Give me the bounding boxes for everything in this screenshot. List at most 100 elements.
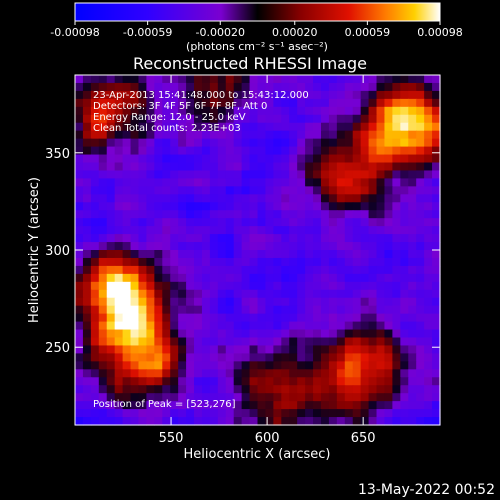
heatmap-cell [194, 202, 203, 211]
heatmap-cell [194, 313, 203, 323]
heatmap-cell [320, 98, 330, 108]
heatmap-cell [424, 75, 433, 84]
heatmap-cell [154, 281, 163, 291]
heatmap-cell [336, 130, 346, 140]
heatmap-cell [400, 194, 409, 203]
heatmap-cell [217, 257, 227, 267]
heatmap-cell [305, 226, 314, 235]
heatmap-cell [265, 385, 274, 394]
heatmap-cell [75, 122, 84, 132]
heatmap-cell [313, 265, 322, 275]
heatmap-cell [138, 385, 148, 394]
heatmap-cell [233, 122, 243, 132]
heatmap-cell [320, 242, 330, 251]
heatmap-cell [138, 130, 148, 140]
heatmap-cell [201, 345, 211, 355]
heatmap-cell [313, 337, 322, 347]
heatmap-cell [201, 98, 211, 108]
heatmap-cell [368, 369, 378, 378]
heatmap-cell [233, 154, 243, 164]
heatmap-cell [154, 289, 163, 299]
heatmap-cell [328, 202, 338, 211]
heatmap-cell [408, 82, 417, 92]
heatmap-cell [432, 329, 441, 339]
heatmap-cell [82, 170, 92, 180]
heatmap-cell [273, 297, 282, 307]
heatmap-cell [233, 162, 243, 172]
heatmap-cell [201, 202, 211, 211]
heatmap-cell [257, 170, 267, 180]
heatmap-cell [82, 146, 92, 156]
heatmap-cell [146, 257, 155, 267]
heatmap-cell [233, 289, 243, 299]
heatmap-cell [209, 178, 219, 187]
heatmap-cell [178, 114, 187, 124]
heatmap-cell [241, 114, 251, 124]
heatmap-cell [408, 210, 417, 219]
heatmap-cell [281, 385, 290, 394]
heatmap-cell [178, 154, 187, 164]
heatmap-cell [376, 130, 386, 140]
heatmap-cell [281, 194, 290, 203]
heatmap-cell [257, 401, 267, 410]
heatmap-cell [130, 273, 140, 283]
heatmap-cell [424, 329, 433, 339]
heatmap-cell [249, 297, 259, 307]
heatmap-cell [178, 90, 187, 100]
heatmap-cell [90, 265, 100, 275]
heatmap-cell [297, 273, 306, 283]
heatmap-cell [376, 417, 386, 426]
heatmap-cell [106, 345, 116, 355]
heatmap-cell [392, 186, 401, 195]
heatmap-cell [217, 98, 227, 108]
heatmap-cell [305, 162, 314, 172]
heatmap-cell [241, 250, 251, 259]
heatmap-cell [154, 194, 163, 203]
heatmap-cell [209, 417, 219, 426]
heatmap-cell [305, 75, 314, 84]
heatmap-cell [146, 321, 155, 331]
heatmap-cell [233, 106, 243, 116]
heatmap-cell [186, 98, 195, 108]
heatmap-cell [273, 210, 282, 219]
heatmap-cell [392, 377, 401, 386]
heatmap-cell [344, 250, 354, 259]
heatmap-cell [186, 234, 195, 243]
heatmap-cell [265, 218, 274, 227]
heatmap-cell [114, 257, 124, 267]
heatmap-cell [344, 385, 354, 394]
heatmap-cell [90, 162, 100, 172]
heatmap-cell [344, 281, 354, 291]
heatmap-cell [217, 281, 227, 291]
heatmap-cell [225, 242, 235, 251]
heatmap-cell [320, 273, 330, 283]
heatmap-cell [225, 361, 235, 370]
heatmap-cell [114, 409, 124, 418]
heatmap-cell [384, 98, 393, 108]
heatmap-cell [320, 178, 330, 187]
heatmap-cell [281, 242, 290, 251]
heatmap-cell [75, 75, 84, 84]
heatmap-cell [360, 82, 370, 92]
heatmap-cell [265, 250, 274, 259]
heatmap-cell [106, 162, 116, 172]
heatmap-cell [130, 369, 140, 378]
heatmap-cell [82, 75, 92, 84]
heatmap-cell [122, 257, 132, 267]
heatmap-cell [400, 353, 409, 362]
heatmap-cell [233, 377, 243, 386]
heatmap-cell [170, 210, 179, 219]
heatmap-cell [424, 369, 433, 378]
heatmap-cell [400, 75, 409, 84]
heatmap-cell [376, 138, 386, 148]
heatmap-cell [241, 321, 251, 331]
heatmap-cell [336, 138, 346, 148]
heatmap-cell [265, 202, 274, 211]
heatmap-cell [90, 353, 100, 362]
heatmap-cell [424, 353, 433, 362]
heatmap-cell [257, 75, 267, 84]
heatmap-cell [400, 257, 409, 267]
heatmap-cell [376, 393, 386, 402]
heatmap-cell [186, 130, 195, 140]
